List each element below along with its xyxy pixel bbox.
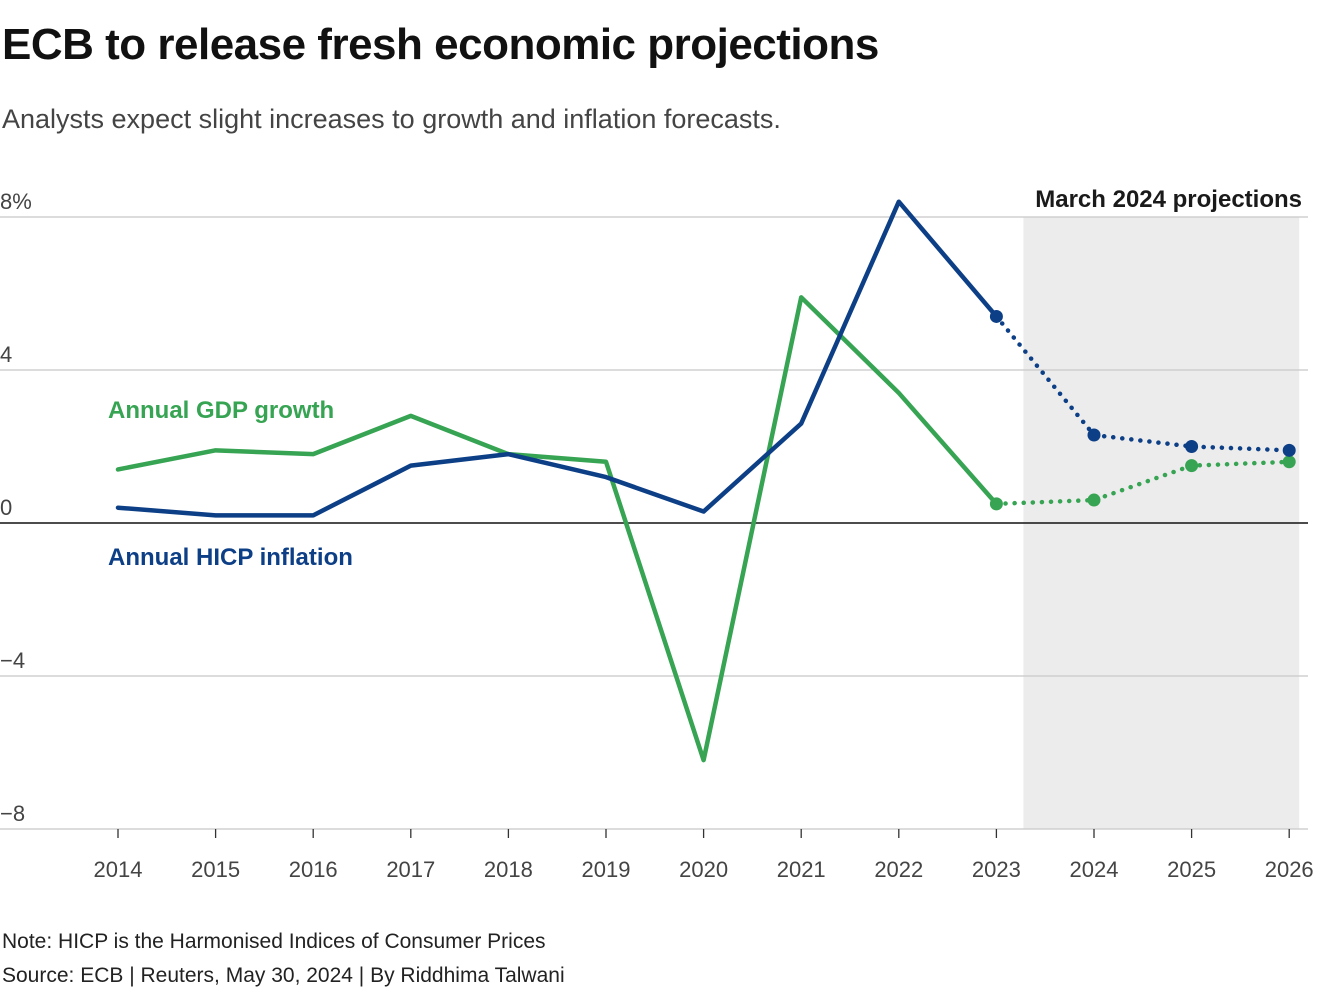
hicp-series-label: Annual HICP inflation — [108, 544, 353, 571]
gdp-series-line — [115, 295, 999, 763]
x-tick-label: 2022 — [874, 857, 923, 882]
x-tick-label: 2018 — [484, 857, 533, 882]
y-tick-label: 0 — [0, 495, 12, 520]
gdp-point-2025 — [1185, 459, 1199, 473]
x-tick-label: 2021 — [777, 857, 826, 882]
x-tick-label: 2020 — [679, 857, 728, 882]
x-tick-label: 2015 — [191, 857, 240, 882]
y-tick-label: −8 — [0, 801, 25, 826]
chart-title: ECB to release fresh economic projection… — [2, 20, 879, 69]
gdp-point-2023 — [989, 497, 1003, 511]
hicp-point-2024 — [1087, 428, 1101, 442]
x-tick-label: 2023 — [972, 857, 1021, 882]
x-tick-label: 2019 — [582, 857, 631, 882]
x-tick-label: 2025 — [1167, 857, 1216, 882]
chart-source: Source: ECB | Reuters, May 30, 2024 | By… — [2, 964, 565, 987]
chart-note: Note: HICP is the Harmonised Indices of … — [2, 930, 546, 953]
projection-label: March 2024 projections — [1035, 186, 1302, 213]
hicp-point-2023 — [989, 309, 1003, 323]
hicp-series-line — [115, 199, 999, 518]
x-tick-label: 2014 — [94, 857, 143, 882]
chart-subtitle: Analysts expect slight increases to grow… — [2, 104, 781, 134]
gdp-point-2024 — [1087, 493, 1101, 507]
y-tick-label: 4 — [0, 342, 12, 367]
x-tick-label: 2017 — [386, 857, 435, 882]
y-tick-label: −4 — [0, 648, 25, 673]
x-tick-label: 2024 — [1070, 857, 1119, 882]
gdp-point-2026 — [1282, 455, 1296, 469]
x-tick-label: 2026 — [1265, 857, 1314, 882]
hicp-projection-line — [994, 314, 1292, 453]
hicp-point-2026 — [1282, 443, 1296, 457]
line-chart: 8% 4 0 −4 −8 2014 2015 2016 2017 2018 2019 2020 202… — [0, 186, 1314, 882]
y-tick-label: 8% — [0, 189, 32, 214]
x-tick-label: 2016 — [289, 857, 338, 882]
gdp-series-label: Annual GDP growth — [108, 397, 334, 424]
hicp-point-2025 — [1185, 440, 1199, 453]
